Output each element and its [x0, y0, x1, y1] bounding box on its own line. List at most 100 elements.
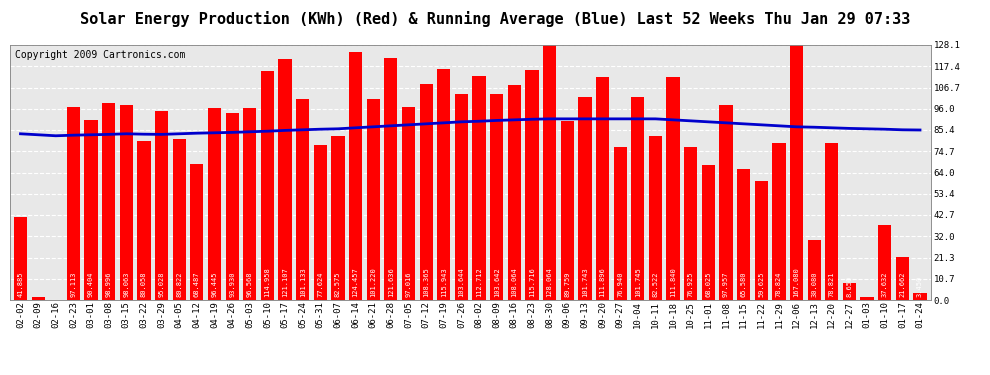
Text: 68.487: 68.487	[194, 272, 200, 297]
Bar	[842, 283, 856, 300]
Text: 124.457: 124.457	[352, 267, 358, 297]
Text: 97.113: 97.113	[70, 272, 76, 297]
Text: 41.885: 41.885	[18, 272, 24, 297]
Bar	[66, 106, 80, 300]
Bar	[84, 120, 98, 300]
Bar	[860, 297, 874, 300]
Text: 111.840: 111.840	[670, 267, 676, 297]
Text: 115.943: 115.943	[441, 267, 446, 297]
Text: Copyright 2009 Cartronics.com: Copyright 2009 Cartronics.com	[15, 50, 185, 60]
Text: 103.642: 103.642	[494, 267, 500, 297]
Text: 101.220: 101.220	[370, 267, 376, 297]
Bar	[420, 84, 433, 300]
Bar	[190, 164, 204, 300]
Bar	[578, 98, 591, 300]
Text: 128.064: 128.064	[546, 267, 552, 297]
Text: 77.624: 77.624	[318, 272, 324, 297]
Text: 30.080: 30.080	[811, 272, 817, 297]
Bar	[790, 0, 803, 300]
Bar	[684, 147, 697, 300]
Text: 90.404: 90.404	[88, 272, 94, 297]
Text: 108.064: 108.064	[512, 267, 518, 297]
Bar	[508, 85, 521, 300]
Bar	[172, 139, 186, 300]
Text: 3.450: 3.450	[917, 276, 923, 297]
Bar	[226, 113, 239, 300]
Bar	[454, 94, 468, 300]
Bar	[314, 146, 327, 300]
Bar	[402, 107, 415, 300]
Text: 112.712: 112.712	[476, 267, 482, 297]
Bar	[772, 143, 785, 300]
Bar	[349, 52, 362, 300]
Text: 76.925: 76.925	[688, 272, 694, 297]
Text: 80.058: 80.058	[141, 272, 147, 297]
Text: 96.445: 96.445	[212, 272, 218, 297]
Bar	[472, 76, 486, 300]
Bar	[720, 105, 733, 300]
Bar	[878, 225, 891, 300]
Bar	[384, 58, 398, 300]
Bar	[614, 147, 627, 300]
Text: 95.028: 95.028	[158, 272, 164, 297]
Text: 101.133: 101.133	[300, 267, 306, 297]
Text: 37.632: 37.632	[882, 272, 888, 297]
Text: Solar Energy Production (KWh) (Red) & Running Average (Blue) Last 52 Weeks Thu J: Solar Energy Production (KWh) (Red) & Ru…	[80, 11, 910, 27]
Text: 78.824: 78.824	[776, 272, 782, 297]
Bar	[296, 99, 309, 300]
Text: 82.575: 82.575	[335, 272, 341, 297]
Text: 97.016: 97.016	[406, 272, 412, 297]
Text: 93.930: 93.930	[229, 272, 236, 297]
Bar	[260, 71, 274, 300]
Bar	[666, 77, 680, 300]
Bar	[826, 143, 839, 300]
Bar	[138, 141, 150, 300]
Text: 108.365: 108.365	[423, 267, 429, 297]
Text: 98.063: 98.063	[124, 272, 130, 297]
Bar	[120, 105, 133, 300]
Text: 111.896: 111.896	[600, 267, 606, 297]
Text: 121.636: 121.636	[388, 267, 394, 297]
Bar	[155, 111, 168, 300]
Text: 68.025: 68.025	[705, 272, 712, 297]
Bar	[438, 69, 450, 300]
Bar	[648, 136, 662, 300]
Bar	[702, 165, 715, 300]
Text: 65.580: 65.580	[741, 272, 746, 297]
Text: 82.522: 82.522	[652, 272, 658, 297]
Text: 8.650: 8.650	[846, 276, 852, 297]
Bar	[32, 297, 45, 300]
Text: 89.759: 89.759	[564, 272, 570, 297]
Bar	[632, 98, 644, 300]
Text: 76.940: 76.940	[617, 272, 623, 297]
Bar	[244, 108, 256, 300]
Text: 167.080: 167.080	[794, 267, 800, 297]
Text: 97.957: 97.957	[723, 272, 729, 297]
Bar	[737, 170, 750, 300]
Bar	[332, 136, 345, 300]
Text: 101.745: 101.745	[635, 267, 641, 297]
Bar	[543, 45, 556, 300]
Text: 98.996: 98.996	[106, 272, 112, 297]
Text: 78.821: 78.821	[829, 272, 835, 297]
Text: 114.958: 114.958	[264, 267, 270, 297]
Text: 103.644: 103.644	[458, 267, 464, 297]
Text: 121.107: 121.107	[282, 267, 288, 297]
Text: 80.822: 80.822	[176, 272, 182, 297]
Text: 96.568: 96.568	[247, 272, 252, 297]
Bar	[808, 240, 821, 300]
Bar	[596, 77, 609, 300]
Bar	[560, 122, 574, 300]
Bar	[896, 257, 909, 300]
Bar	[208, 108, 221, 300]
Text: 101.743: 101.743	[582, 267, 588, 297]
Text: 115.716: 115.716	[529, 267, 535, 297]
Bar	[490, 94, 503, 300]
Bar	[526, 70, 539, 300]
Bar	[278, 59, 292, 300]
Bar	[754, 181, 768, 300]
Text: 21.662: 21.662	[899, 272, 906, 297]
Bar	[366, 99, 380, 300]
Bar	[102, 103, 115, 300]
Bar	[14, 217, 27, 300]
